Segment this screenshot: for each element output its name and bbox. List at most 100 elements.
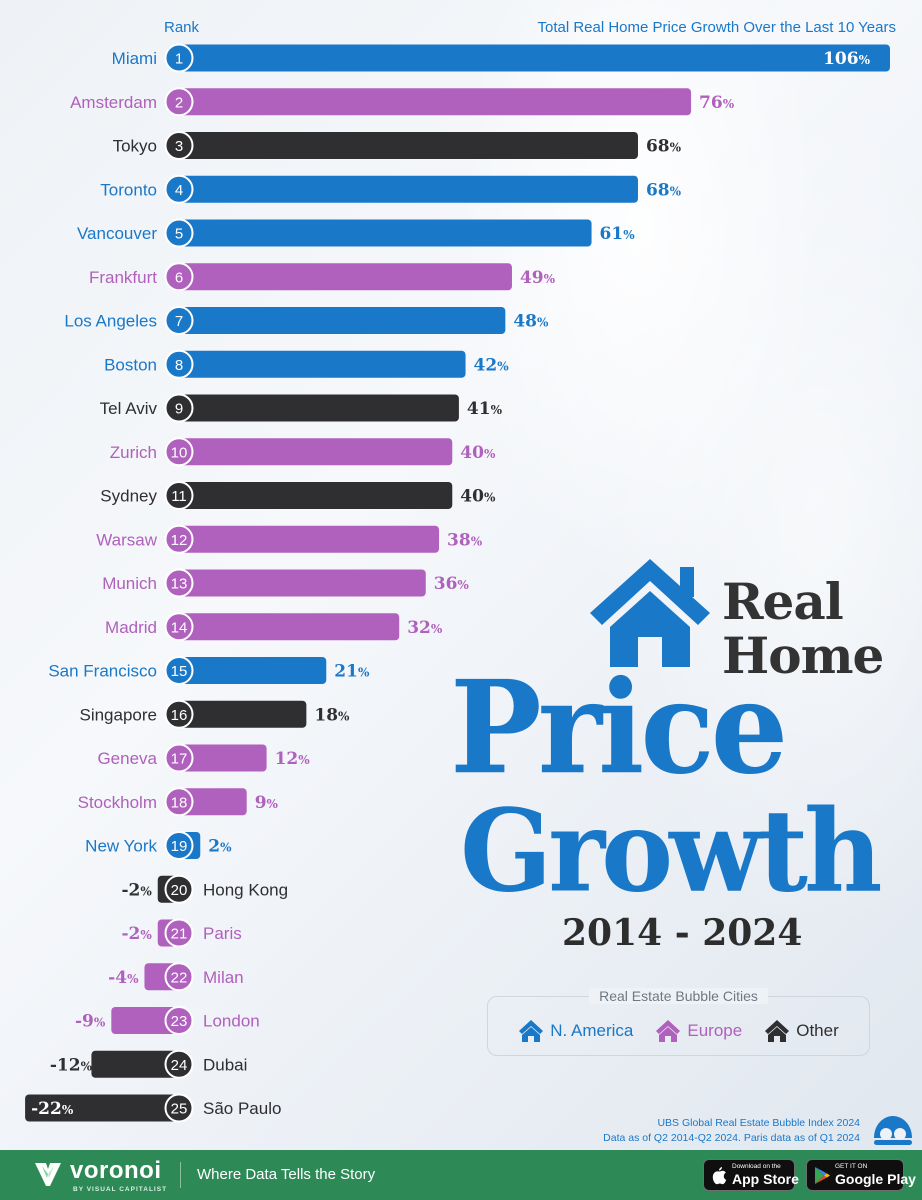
bar (173, 263, 512, 291)
source-note: UBS Global Real Estate Bubble Index 2024… (603, 1116, 860, 1146)
house-icon (765, 1020, 790, 1042)
rank-badge (164, 306, 194, 335)
apple-icon (712, 1167, 727, 1185)
legend-item-europe: Europe (655, 1019, 742, 1043)
bar (173, 175, 638, 203)
value-label: 42% (474, 355, 510, 375)
city-label: Frankfurt (89, 268, 157, 287)
rank-badge (164, 831, 194, 860)
city-label: Boston (104, 355, 157, 374)
city-label: Tokyo (113, 137, 157, 156)
value-label: 40% (460, 487, 496, 507)
brand-name[interactable]: voronoi (70, 1157, 162, 1184)
value-label: 38% (447, 530, 483, 550)
title-block: Real Home Price Growth 2014 - 2024 (440, 555, 910, 965)
rank-badge (164, 1006, 194, 1035)
value-label: 12% (275, 749, 311, 769)
title-growth: Growth (460, 785, 883, 918)
bar (173, 744, 267, 772)
app-store-small-text: Download on the (732, 1163, 781, 1170)
rank-label: 2 (175, 94, 183, 111)
bar (173, 307, 506, 334)
city-label: Hong Kong (203, 880, 288, 899)
bar (173, 438, 453, 466)
legend-item-other: Other (764, 1019, 839, 1043)
google-play-button[interactable]: GET IT ON Google Play (806, 1159, 916, 1191)
city-label: Amsterdam (70, 93, 157, 112)
bar (173, 613, 400, 641)
rank-label: 22 (171, 969, 188, 986)
rank-label: 9 (175, 401, 183, 418)
rank-label: 10 (171, 444, 188, 461)
bar (173, 219, 592, 247)
city-label: London (203, 1012, 260, 1031)
rank-badge (164, 1049, 194, 1079)
value-header: Total Real Home Price Growth Over the La… (537, 19, 896, 36)
rank-badge (164, 218, 194, 248)
voronoi-logo-icon (35, 1163, 61, 1186)
city-label: Toronto (100, 180, 157, 199)
rank-label: 4 (175, 182, 183, 199)
city-label: Miami (112, 49, 157, 68)
city-label: Stockholm (78, 793, 157, 812)
legend-label-n-america: N. America (550, 1021, 634, 1040)
legend-title: Real Estate Bubble Cities (589, 988, 768, 1004)
rank-badge (164, 174, 194, 204)
rank-badge (164, 43, 194, 73)
city-label: Dubai (203, 1055, 247, 1074)
value-label: 48% (513, 312, 549, 332)
rank-label: 21 (171, 926, 188, 943)
rank-label: 12 (171, 532, 188, 549)
rank-label: 1 (175, 51, 183, 68)
city-label: San Francisco (48, 662, 157, 681)
title-home: Home (722, 626, 884, 685)
rank-badge (164, 87, 194, 117)
app-store-button[interactable]: Download on the App Store (703, 1159, 799, 1191)
city-label: São Paulo (203, 1099, 281, 1118)
rank-badge (164, 437, 194, 467)
value-label: -9% (75, 1012, 106, 1032)
city-label: Tel Aviv (100, 399, 158, 418)
rank-badge (164, 568, 194, 598)
rank-badge (164, 787, 194, 817)
rank-label: 8 (175, 357, 183, 374)
house-logo-icon (590, 559, 710, 667)
legend-items: N. America Europe Other (488, 1019, 869, 1043)
title-price: Price (450, 651, 788, 803)
rank-label: 13 (171, 576, 188, 593)
city-label: Los Angeles (64, 312, 157, 331)
google-play-label: Google Play (835, 1171, 916, 1187)
rank-label: 24 (171, 1057, 188, 1074)
value-label: 49% (520, 268, 556, 288)
house-icon (519, 1020, 544, 1042)
rank-label: 11 (171, 488, 187, 505)
rank-label: 7 (175, 313, 183, 330)
rank-badge (164, 524, 194, 554)
rank-label: 6 (175, 269, 183, 286)
value-label: 36% (434, 574, 470, 594)
value-label: -2% (121, 880, 152, 900)
footer: voronoi BY VISUAL CAPITALIST Where Data … (0, 1150, 922, 1200)
value-label: 2% (208, 837, 232, 857)
value-label: 40% (460, 443, 496, 463)
rank-label: 14 (171, 619, 188, 636)
rank-label: 25 (171, 1101, 188, 1118)
bar (173, 525, 440, 553)
city-label: Vancouver (77, 224, 157, 243)
bar (173, 132, 638, 159)
city-label: Munich (102, 574, 157, 593)
value-label: -4% (108, 968, 139, 988)
tagline: Where Data Tells the Story (197, 1166, 376, 1183)
value-label: 9% (255, 793, 279, 813)
rank-badge (164, 874, 194, 904)
legend-label-europe: Europe (687, 1021, 743, 1040)
rank-badge (164, 349, 194, 379)
bar (173, 569, 426, 597)
bar (173, 44, 890, 72)
value-label: -12% (50, 1055, 93, 1075)
rank-label: 20 (171, 882, 188, 899)
rank-header: Rank (164, 19, 200, 36)
bar (91, 1050, 185, 1078)
source-line-2: Data as of Q2 2014-Q2 2024. Paris data a… (603, 1132, 860, 1144)
title-real: Real (722, 572, 844, 631)
